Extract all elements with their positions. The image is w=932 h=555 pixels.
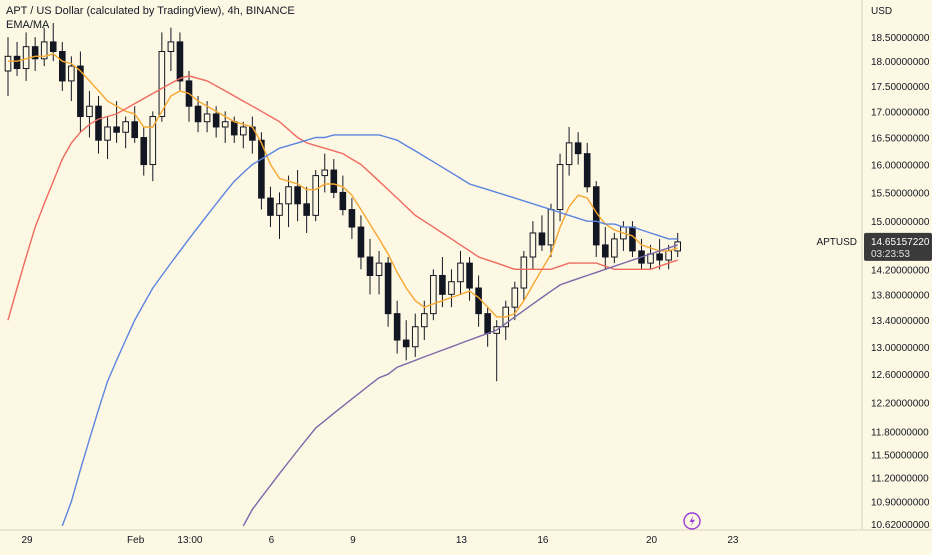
price-tick-label: 17.00000000 (871, 107, 930, 118)
candle (276, 192, 283, 239)
candle (393, 300, 401, 354)
candle (529, 221, 537, 270)
price-tick-label: 11.20000000 (871, 474, 929, 485)
price-tick-label: 10.62000000 (871, 520, 930, 531)
time-tick-label: 16 (537, 535, 549, 546)
candle (466, 257, 473, 301)
price-tick-label: 15.00000000 (871, 217, 930, 228)
plot-area (0, 0, 862, 530)
candle (86, 90, 93, 138)
candle (357, 215, 365, 270)
candle (285, 175, 292, 228)
candle (4, 37, 12, 96)
price-tick-label: 12.60000000 (871, 370, 930, 381)
price-tick-label: 15.50000000 (871, 188, 930, 199)
candle (49, 23, 57, 62)
candle (656, 238, 663, 270)
candle (583, 142, 591, 193)
candle (574, 132, 582, 165)
candle (448, 269, 455, 308)
price-tick-label: 16.00000000 (871, 161, 930, 172)
candle (556, 153, 564, 222)
price-tick-label: 18.00000000 (871, 57, 930, 68)
candle (411, 313, 419, 357)
price-tick-label: 18.50000000 (871, 33, 930, 44)
indicator-label[interactable]: EMA/MA (6, 19, 50, 31)
candle (375, 250, 383, 295)
time-tick-label: 13:00 (177, 535, 202, 546)
candle (294, 170, 301, 222)
chart-title: APT / US Dollar (calculated by TradingVi… (6, 5, 295, 17)
ma-line-ma_purple (242, 244, 678, 527)
candle (258, 132, 265, 210)
candle (303, 186, 310, 233)
time-tick-label: 6 (269, 535, 275, 546)
candle (95, 95, 102, 154)
time-tick-label: Feb (127, 535, 145, 546)
symbol-tag: APTUSD (816, 237, 857, 248)
ma-line-ema_fast (8, 53, 678, 318)
candle (312, 170, 319, 222)
candle (339, 175, 347, 216)
time-tick-label: 13 (456, 535, 468, 546)
price-axis-labels: 18.50000000 18.00000000 17.50000000 17.0000… (871, 33, 930, 531)
price-tick-label: 16.50000000 (871, 134, 930, 145)
candle (59, 41, 66, 91)
candle (194, 95, 202, 133)
time-axis-labels: 29 Feb 13:00 6 9 13 16 20 23 (21, 535, 738, 546)
candle (366, 238, 374, 295)
candle (167, 27, 175, 71)
candle (149, 111, 157, 182)
price-tick-label: 12.20000000 (871, 398, 930, 409)
candle (538, 215, 546, 251)
time-tick-label: 20 (646, 535, 658, 546)
time-tick-label: 29 (21, 535, 33, 546)
candle (430, 269, 437, 321)
time-tick-label: 9 (350, 535, 356, 546)
moving-average-lines (7, 53, 678, 527)
candle (602, 227, 609, 270)
candle (40, 27, 48, 67)
candle (384, 257, 392, 327)
ma-line-ma_blue (61, 134, 678, 527)
candle (113, 101, 120, 143)
time-tick-label: 23 (727, 535, 739, 546)
last-price-tag (864, 232, 932, 261)
candle (457, 250, 464, 295)
candle (104, 116, 111, 160)
candle (77, 51, 84, 133)
candle (439, 257, 446, 308)
candle (240, 121, 247, 149)
candle (176, 32, 184, 91)
ma-line-ma_red (7, 75, 678, 321)
currency-label: USD (871, 6, 892, 17)
candle (330, 159, 338, 199)
candle (611, 232, 618, 264)
price-tick-label: 11.50000000 (871, 450, 929, 461)
candle (348, 198, 356, 239)
candle (13, 41, 21, 76)
bar-countdown: 03:23:53 (871, 249, 910, 260)
flash-icon[interactable] (683, 512, 701, 530)
candle (140, 126, 148, 176)
candle (321, 153, 329, 193)
price-tick-label: 13.40000000 (871, 316, 930, 327)
candle (31, 37, 39, 71)
price-tick-label: 17.50000000 (871, 82, 930, 93)
price-tick-label: 13.00000000 (871, 343, 930, 354)
candle (402, 320, 410, 361)
candle (131, 106, 138, 143)
last-price-value: 14.65157220 (871, 237, 930, 248)
price-tick-label: 14.20000000 (871, 265, 930, 276)
price-tick-label: 10.90000000 (871, 497, 930, 508)
candle (158, 32, 166, 122)
candle (520, 250, 528, 301)
candle (122, 116, 129, 149)
candle (565, 126, 573, 176)
price-tick-label: 11.80000000 (871, 428, 929, 439)
price-tick-label: 13.80000000 (871, 290, 930, 301)
candle (267, 186, 274, 228)
